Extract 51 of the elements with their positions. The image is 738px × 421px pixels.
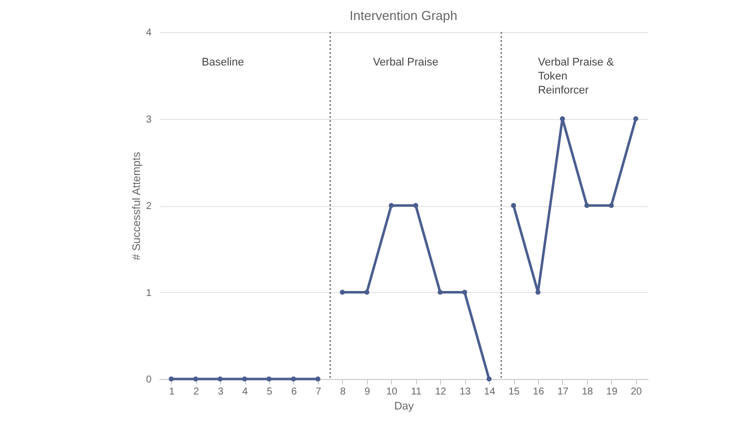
point	[388, 203, 394, 208]
x-tick-label: 2	[193, 386, 200, 398]
y-tick-label: 4	[146, 28, 152, 38]
point	[560, 116, 565, 122]
point	[462, 290, 468, 295]
point	[364, 290, 370, 295]
x-tick-label: 1	[168, 386, 175, 398]
point	[266, 376, 272, 382]
annotation: Baseline	[202, 56, 244, 68]
point	[290, 376, 296, 382]
x-tick-label: 16	[532, 386, 544, 398]
point	[633, 116, 638, 122]
annotation: Verbal Praise & Token Reinforcer	[538, 56, 614, 96]
point	[413, 203, 418, 208]
point	[486, 376, 492, 382]
x-tick-label: 17	[557, 386, 569, 398]
point	[608, 203, 614, 208]
point	[193, 376, 198, 382]
y-tick-label: 1	[146, 288, 152, 299]
x-tick-label: 5	[266, 386, 273, 398]
point	[340, 290, 345, 295]
y-axis-title: # Successful Attempts	[130, 151, 143, 260]
point	[242, 376, 248, 382]
x-tick-label: 9	[364, 386, 371, 398]
x-tick-label: 8	[340, 386, 346, 398]
x-tick-label: 4	[242, 386, 248, 398]
chart-title: Intervention Graph	[350, 8, 458, 23]
x-tick-label: 20	[630, 386, 642, 398]
y-tick-label: 0	[146, 374, 152, 386]
point	[584, 203, 590, 208]
point	[218, 376, 223, 382]
point	[438, 290, 443, 295]
y-tick-label: 2	[146, 201, 152, 212]
x-tick-label: 10	[386, 386, 398, 398]
x-tick-label: 6	[291, 386, 298, 398]
point	[511, 203, 516, 208]
x-tick-label: 19	[606, 386, 618, 398]
x-tick-label: 11	[411, 386, 422, 398]
x-tick-label: 15	[508, 386, 520, 398]
annotation: Verbal Praise	[372, 56, 438, 68]
point	[315, 376, 320, 382]
x-tick-label: 13	[460, 386, 472, 398]
x-axis-title: Day	[394, 400, 414, 412]
x-tick-label: 7	[316, 386, 322, 398]
x-tick-label: 3	[218, 386, 224, 398]
point	[535, 290, 540, 295]
x-tick-label: 18	[582, 386, 594, 398]
point	[168, 376, 174, 382]
x-tick-label: 14	[484, 386, 496, 398]
y-tick-label: 3	[146, 114, 152, 126]
x-tick-label: 12	[435, 386, 447, 398]
